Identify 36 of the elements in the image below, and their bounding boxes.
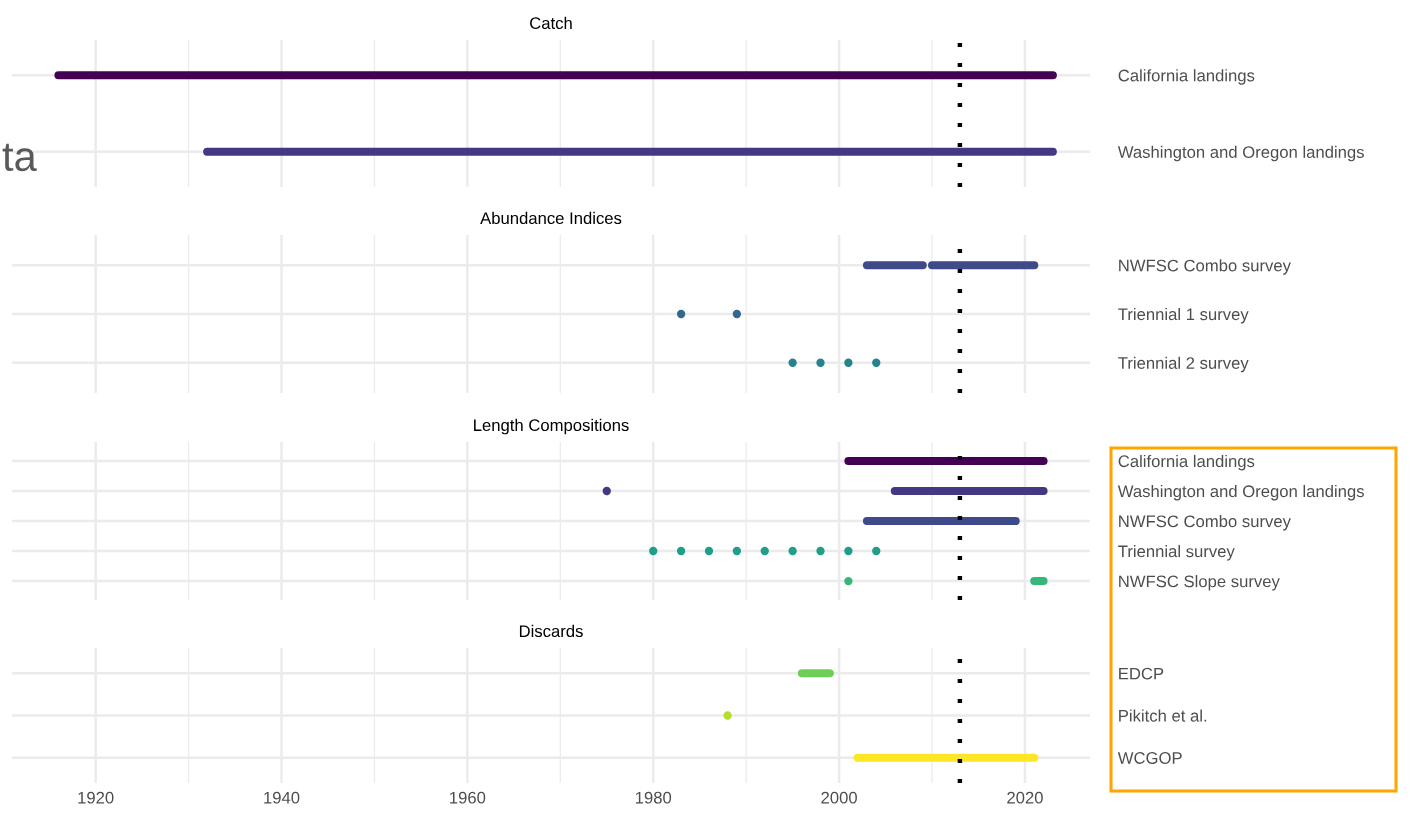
x-tick-label: 1980 [635, 791, 672, 804]
x-tick-label: 2020 [1007, 791, 1043, 804]
y-tick-label: Pikitch et al. [1119, 709, 1207, 722]
y-tick-label: NWFSC Slope survey [1119, 575, 1280, 591]
annotation: ta [2, 143, 37, 172]
point [732, 546, 742, 556]
y-tick-label: Washington and Oregon landings [1117, 484, 1364, 501]
x-tick-label: 1940 [264, 791, 300, 804]
y-tick-label: WCGOP [1117, 752, 1182, 764]
x-tick-label: 1960 [450, 791, 486, 804]
point [872, 546, 881, 556]
point [602, 486, 611, 496]
x-tick-label: 1920 [78, 791, 114, 804]
y-tick-label: EDCP [1119, 667, 1164, 680]
y-tick-label: Washington and Oregon landings [1117, 145, 1364, 162]
y-tick-label: NWFSC Combo survey [1119, 259, 1291, 275]
y-tick-label: California landings [1118, 69, 1255, 85]
point [676, 546, 686, 556]
point [872, 358, 881, 367]
chart-title: Catch [530, 16, 572, 30]
y-tick-label: Triennial 2 survey [1118, 356, 1249, 373]
point [788, 546, 797, 556]
y-tick-label: Triennial survey [1118, 545, 1235, 561]
point [816, 546, 825, 556]
y-tick-label: NWFSC Combo survey [1119, 514, 1291, 531]
y-tick-label: Triennial 1 survey [1118, 307, 1249, 324]
point [844, 358, 853, 367]
chart-title: Length Compositions [474, 418, 629, 435]
chart-title: Abundance Indices [480, 211, 622, 225]
point [844, 546, 853, 556]
point [844, 576, 853, 586]
x-tick-label: 2000 [821, 791, 857, 804]
point [704, 546, 714, 556]
chart-title: Discards [519, 624, 583, 638]
y-tick-label: California landings [1118, 454, 1255, 471]
point [760, 546, 769, 556]
